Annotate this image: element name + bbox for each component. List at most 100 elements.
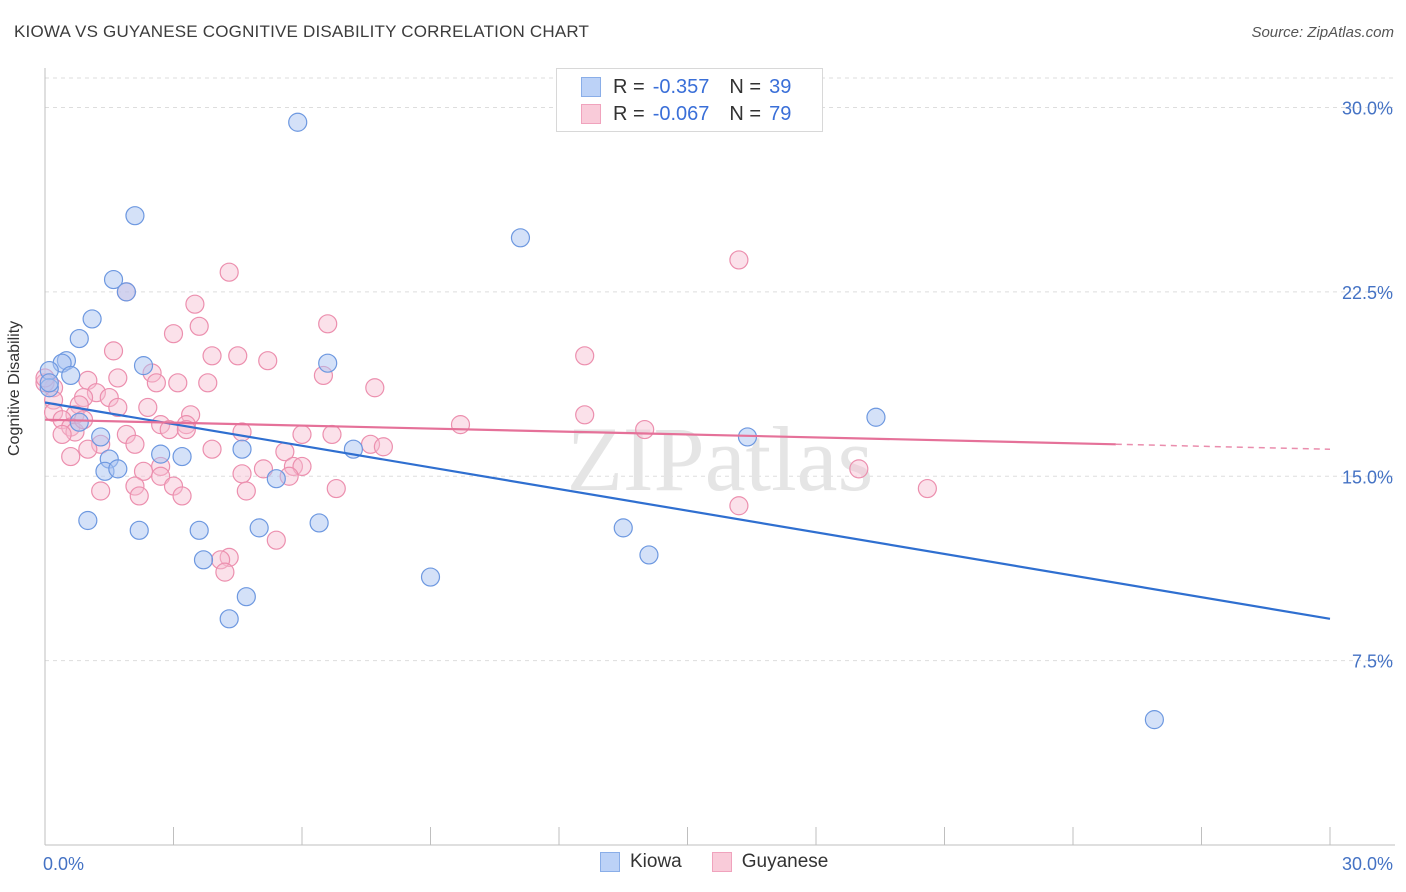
kiowa-r-label: R =: [613, 75, 645, 98]
guyanese-r-label: R =: [613, 102, 645, 125]
kiowa-point: [193, 550, 214, 570]
kiowa-swatch-bottom: [600, 852, 620, 872]
guyanese-trend-line: [44, 418, 1116, 446]
guyanese-point: [151, 466, 171, 486]
kiowa-point: [125, 206, 145, 226]
guyanese-point: [729, 496, 749, 516]
kiowa-point: [108, 459, 128, 479]
trend-lines: [44, 401, 1331, 620]
y-tick-label: 7.5%: [1352, 652, 1393, 672]
guyanese-point: [138, 397, 158, 418]
kiowa-point: [613, 518, 633, 538]
kiowa-n-label: N =: [729, 75, 762, 98]
kiowa-point: [1144, 710, 1164, 730]
guyanese-point: [365, 378, 385, 398]
kiowa-trend-line: [44, 401, 1331, 620]
guyanese-n-value: 79: [769, 102, 792, 125]
kiowa-point: [866, 407, 886, 427]
kiowa-point: [189, 520, 209, 540]
kiowa-point: [91, 427, 111, 447]
kiowa-point: [82, 309, 102, 329]
guyanese-point: [125, 476, 145, 496]
guyanese-point: [91, 481, 111, 501]
kiowa-point: [172, 446, 192, 467]
guyanese-n-label: N =: [729, 102, 762, 125]
guyanese-point: [318, 314, 338, 334]
guyanese-swatch: [581, 104, 601, 124]
guyanese-point: [125, 434, 145, 454]
kiowa-point: [639, 545, 659, 565]
kiowa-point: [236, 587, 256, 607]
kiowa-point: [232, 439, 252, 459]
guyanese-point: [258, 351, 278, 371]
kiowa-point: [78, 510, 98, 531]
kiowa-point: [103, 269, 124, 290]
legend-row-guyanese: R = -0.067 N = 79: [581, 101, 791, 127]
gridlines: [45, 77, 1395, 662]
kiowa-point: [288, 112, 308, 132]
axes: [44, 68, 1395, 846]
guyanese-point: [103, 341, 124, 361]
bottom-legend-guyanese: Guyanese: [711, 851, 829, 873]
kiowa-point: [318, 353, 338, 373]
guyanese-point: [322, 424, 342, 445]
kiowa-point: [61, 365, 81, 386]
x-tick-label: 0.0%: [43, 854, 84, 874]
kiowa-points: [39, 112, 1164, 730]
kiowa-point: [420, 567, 441, 587]
legend-box: R = -0.357 N = 39 R = -0.067 N = 79: [556, 68, 823, 132]
kiowa-point: [129, 520, 149, 540]
y-tick-label: 30.0%: [1342, 99, 1393, 119]
guyanese-point: [450, 415, 471, 435]
kiowa-point: [249, 518, 269, 538]
guyanese-point: [108, 397, 128, 418]
guyanese-point: [253, 459, 274, 479]
tick-labels: 7.5% 15.0% 22.5% 30.0% 0.0% 30.0%: [43, 99, 1393, 875]
guyanese-point: [146, 373, 166, 393]
chart-title: KIOWA VS GUYANESE COGNITIVE DISABILITY C…: [14, 22, 590, 41]
kiowa-point: [133, 356, 154, 376]
guyanese-point: [86, 383, 107, 403]
kiowa-legend-label: Kiowa: [630, 851, 682, 872]
guyanese-point: [635, 419, 655, 440]
guyanese-point: [232, 464, 252, 484]
guyanese-point: [266, 530, 286, 550]
guyanese-point: [219, 262, 239, 282]
guyanese-point: [917, 478, 937, 499]
guyanese-point: [198, 373, 218, 393]
kiowa-point: [39, 373, 59, 393]
guyanese-point: [61, 446, 81, 467]
guyanese-point: [849, 459, 869, 479]
guyanese-point: [189, 316, 209, 336]
source-credit: Source: ZipAtlas.com: [1251, 24, 1394, 41]
kiowa-swatch: [581, 77, 601, 97]
guyanese-point: [373, 437, 393, 457]
guyanese-point: [78, 439, 98, 459]
kiowa-point: [510, 228, 531, 248]
guyanese-point: [108, 368, 128, 388]
legend-row-kiowa: R = -0.357 N = 39: [581, 74, 791, 100]
guyanese-point: [326, 478, 346, 499]
guyanese-point: [129, 486, 149, 506]
guyanese-point: [202, 346, 222, 366]
guyanese-point: [215, 562, 235, 582]
guyanese-legend-label: Guyanese: [741, 851, 829, 872]
guyanese-point: [228, 346, 248, 366]
bottom-legend: Kiowa Guyanese: [600, 851, 858, 873]
guyanese-point: [729, 250, 749, 270]
guyanese-point: [232, 422, 252, 442]
guyanese-point: [185, 294, 205, 314]
guyanese-r-value: -0.067: [652, 102, 710, 125]
guyanese-point: [292, 424, 312, 445]
kiowa-point: [219, 609, 239, 629]
guyanese-point: [236, 481, 256, 501]
guyanese-swatch-bottom: [711, 852, 732, 872]
y-tick-label: 15.0%: [1342, 467, 1393, 487]
guyanese-point: [292, 456, 312, 477]
kiowa-point: [69, 328, 89, 349]
y-tick-label: 22.5%: [1342, 283, 1393, 303]
kiowa-point: [309, 513, 329, 533]
kiowa-point: [116, 282, 136, 302]
bottom-legend-kiowa: Kiowa: [600, 851, 682, 873]
